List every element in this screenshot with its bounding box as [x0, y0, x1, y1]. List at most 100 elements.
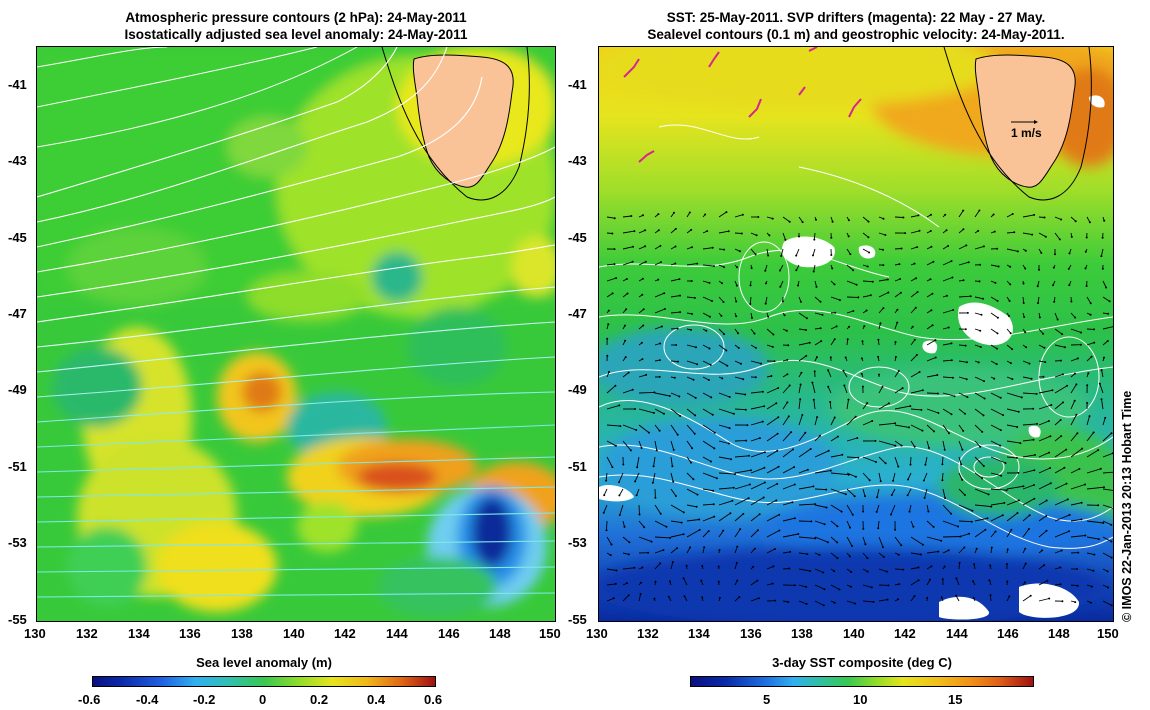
velocity-arrow — [718, 392, 730, 398]
velocity-arrow-head — [1016, 512, 1019, 514]
velocity-arrow — [926, 440, 930, 449]
velocity-arrow — [924, 488, 928, 499]
velocity-arrow-head — [730, 458, 732, 461]
velocity-arrow-head — [658, 359, 661, 362]
velocity-arrow-head — [1101, 267, 1104, 270]
velocity-arrow — [638, 261, 646, 266]
velocity-arrow-head — [1024, 249, 1027, 252]
velocity-arrow — [734, 513, 744, 522]
velocity-arrow-head — [642, 214, 644, 217]
velocity-arrow-head — [894, 444, 897, 447]
velocity-arrow-head — [900, 247, 903, 250]
velocity-arrow-head — [989, 564, 992, 567]
velocity-arrow-head — [660, 261, 662, 264]
velocity-arrow-head — [674, 227, 677, 230]
velocity-arrow — [654, 536, 671, 539]
velocity-arrow-head — [978, 209, 981, 212]
velocity-arrow-head — [692, 478, 695, 481]
velocity-arrow — [702, 516, 715, 522]
velocity-arrow — [926, 392, 938, 394]
velocity-arrow-head — [966, 311, 969, 314]
velocity-arrow — [923, 472, 928, 481]
velocity-arrow-head — [913, 338, 916, 341]
velocity-arrow — [878, 422, 896, 426]
velocity-arrow-head — [723, 248, 725, 251]
velocity-arrow-head — [958, 561, 961, 564]
velocity-arrow — [862, 584, 872, 588]
velocity-arrow-head — [744, 393, 747, 396]
velocity-arrow — [958, 562, 961, 570]
velocity-arrow-head — [775, 499, 778, 502]
velocity-arrow — [1038, 580, 1048, 586]
velocity-arrow — [670, 472, 674, 482]
velocity-arrow-head — [822, 604, 825, 607]
velocity-arrow — [974, 504, 992, 508]
velocity-arrow-head — [1066, 498, 1069, 501]
velocity-arrow-head — [672, 480, 675, 483]
velocity-arrow — [798, 328, 807, 331]
velocity-arrow-head — [966, 361, 968, 364]
velocity-arrow — [750, 391, 763, 394]
velocity-arrow-head — [690, 228, 693, 231]
velocity-arrow-head — [805, 585, 808, 588]
velocity-arrow — [798, 216, 803, 223]
velocity-arrow-head — [882, 307, 885, 310]
velocity-arrow-head — [884, 462, 887, 465]
velocity-arrow-head — [650, 540, 653, 543]
sla-tick-label: -0.4 — [136, 692, 159, 707]
sst-tick-label: 15 — [948, 692, 963, 707]
velocity-arrow-head — [1087, 372, 1090, 375]
velocity-arrow-head — [707, 379, 710, 381]
velocity-arrow-head — [982, 414, 985, 417]
velocity-arrow — [654, 424, 660, 432]
velocity-arrow-head — [854, 475, 857, 478]
velocity-arrow — [876, 504, 880, 513]
velocity-arrow-head — [711, 300, 713, 302]
velocity-arrow — [974, 488, 989, 495]
velocity-arrow-head — [963, 494, 966, 496]
velocity-arrow-head — [1008, 595, 1011, 598]
velocity-arrow — [846, 520, 851, 528]
velocity-arrow-head — [698, 518, 701, 521]
velocity-arrow-head — [607, 323, 610, 326]
velocity-arrow — [749, 296, 752, 305]
velocity-arrow-head — [1024, 267, 1027, 270]
velocity-arrow-head — [1075, 383, 1078, 386]
velocity-arrow — [846, 488, 856, 497]
velocity-arrow-head — [814, 537, 817, 540]
velocity-arrow-head — [679, 294, 681, 297]
velocity-arrow — [683, 578, 688, 586]
velocity-arrow-head — [784, 238, 787, 241]
velocity-arrow-head — [741, 213, 744, 216]
velocity-arrow — [622, 261, 633, 266]
velocity-arrow-head — [934, 339, 937, 342]
velocity-arrow — [1038, 482, 1051, 490]
velocity-arrow-head — [1103, 219, 1106, 222]
velocity-arrow — [941, 472, 944, 481]
y-tick-label: -47 — [568, 306, 587, 321]
velocity-arrow-head — [815, 356, 818, 359]
velocity-arrow-head — [812, 398, 815, 401]
velocity-arrow — [830, 325, 837, 330]
velocity-arrow-head — [1061, 600, 1064, 603]
velocity-arrow — [1022, 214, 1035, 218]
velocity-arrow-head — [711, 246, 714, 249]
velocity-arrow-head — [618, 514, 621, 516]
velocity-arrow-head — [943, 565, 946, 568]
velocity-arrow-head — [1048, 597, 1051, 600]
velocity-arrow — [782, 484, 795, 490]
velocity-arrow — [1054, 483, 1067, 490]
velocity-arrow-head — [887, 402, 890, 405]
velocity-arrow-head — [833, 601, 836, 604]
velocity-arrow — [910, 291, 918, 298]
velocity-arrow-head — [808, 341, 811, 344]
velocity-arrow — [686, 408, 696, 416]
velocity-arrow — [766, 433, 778, 442]
velocity-arrow-head — [618, 494, 621, 497]
velocity-arrow-head — [881, 385, 884, 388]
velocity-arrow-head — [694, 414, 697, 417]
velocity-arrow-head — [728, 396, 731, 398]
velocity-arrow-head — [760, 362, 762, 365]
velocity-arrow — [702, 456, 712, 462]
velocity-arrow — [636, 456, 640, 468]
